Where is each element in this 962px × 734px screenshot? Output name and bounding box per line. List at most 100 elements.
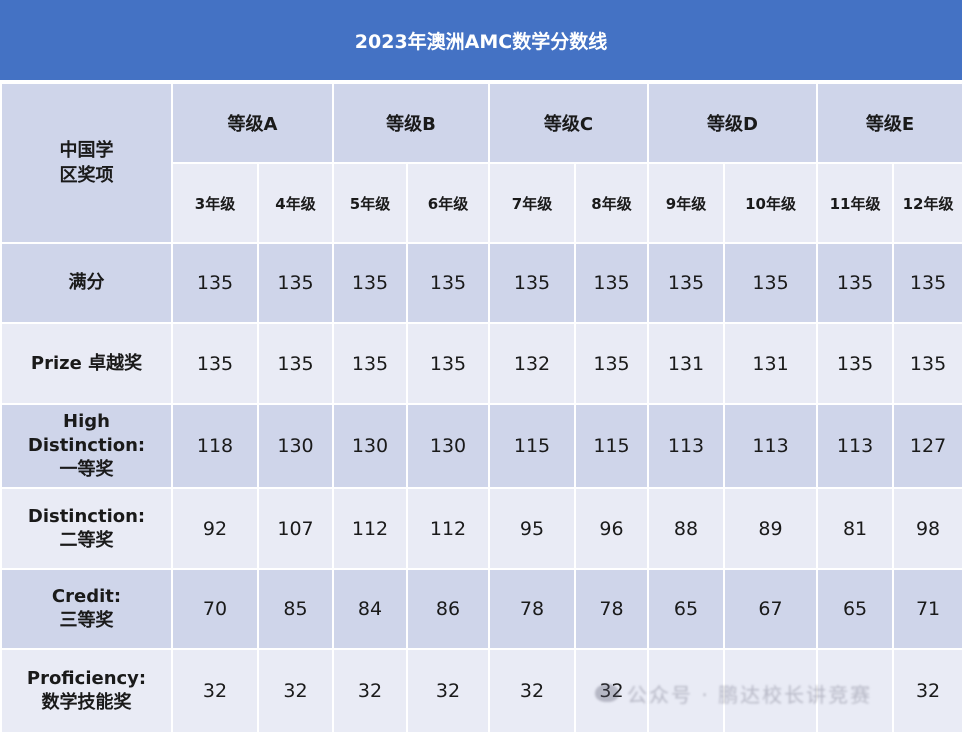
row-label-line: 二等奖 (59, 529, 114, 551)
grade-header: 12年级 (892, 162, 962, 244)
score-cell: 113 (816, 403, 895, 489)
score-cell: 135 (405, 322, 491, 405)
score-cell: 118 (171, 403, 259, 489)
corner-label-line: 中国学 (59, 140, 114, 161)
score-cell: 135 (574, 242, 650, 324)
score-cell: 132 (488, 322, 577, 405)
score-cell: 32 (332, 648, 408, 734)
score-cell: 32 (574, 648, 650, 734)
score-cell: 89 (723, 487, 819, 570)
score-cell: 135 (488, 242, 577, 324)
table-row: High Distinction: 一等奖 118 130 130 130 11… (0, 403, 962, 489)
level-header: 等级A (171, 82, 334, 164)
score-cell: 95 (488, 487, 577, 570)
score-cell: 113 (723, 403, 819, 489)
score-cell: 135 (257, 242, 334, 324)
score-cell: 135 (816, 242, 895, 324)
score-cell (723, 648, 819, 734)
row-label-line: 三等奖 (59, 610, 114, 631)
level-header: 等级D (647, 82, 819, 164)
score-cell: 85 (257, 568, 334, 650)
level-header: 等级B (331, 82, 491, 164)
row-label: 满分 (0, 242, 173, 324)
row-label-line: High (63, 411, 110, 432)
score-cell: 78 (574, 568, 650, 650)
score-cell: 135 (332, 242, 408, 324)
score-cell: 130 (405, 403, 491, 489)
table-row: 满分 135 135 135 135 135 135 135 135 135 1… (0, 242, 962, 324)
score-cell: 130 (257, 403, 334, 489)
row-label-line: 一等奖 (59, 459, 114, 480)
grade-header: 10年级 (723, 162, 819, 244)
grade-header: 7年级 (488, 162, 577, 244)
score-cell: 131 (723, 322, 819, 405)
row-label-line: 满分 (68, 272, 105, 293)
grade-header: 3年级 (171, 162, 259, 244)
grade-header: 9年级 (647, 162, 726, 244)
level-header: 等级E (816, 82, 962, 164)
row-label-line: Distinction: (27, 505, 146, 527)
row-label-line: Credit: (51, 586, 122, 607)
score-cell: 135 (405, 242, 491, 324)
grade-header-row: 3年级 4年级 5年级 6年级 7年级 8年级 9年级 10年级 11年级 12… (1, 162, 962, 244)
grade-header: 5年级 (332, 162, 408, 244)
table-row: Proficiency: 数学技能奖 32 32 32 32 32 32 32 (0, 648, 962, 734)
grade-header: 4年级 (257, 162, 334, 244)
score-cell: 92 (171, 487, 259, 570)
row-label: Prize 卓越奖 (0, 322, 173, 405)
score-cell: 115 (488, 403, 577, 489)
score-cell: 135 (171, 242, 259, 324)
score-cell: 131 (647, 322, 726, 405)
score-cell: 130 (332, 403, 408, 489)
score-cell: 86 (405, 568, 491, 650)
score-cell (816, 648, 895, 734)
score-cell: 112 (332, 487, 408, 570)
score-cell: 96 (574, 487, 650, 570)
row-label-line: Distinction: (27, 435, 146, 456)
score-cell: 112 (405, 487, 491, 570)
table-row: Prize 卓越奖 135 135 135 135 132 135 131 13… (0, 322, 962, 405)
grade-header: 6年级 (405, 162, 491, 244)
table-row: Distinction: 二等奖 92 107 112 112 95 96 88… (0, 487, 962, 570)
score-cell: 135 (257, 322, 334, 405)
score-cell: 135 (332, 322, 408, 405)
table-title: 2023年澳洲AMC数学分数线 (0, 0, 962, 82)
score-cell: 32 (171, 648, 259, 734)
level-header: 等级C (488, 82, 650, 164)
score-cell: 135 (171, 322, 259, 405)
score-cell: 127 (892, 403, 962, 489)
score-cell: 71 (892, 568, 962, 650)
row-label: Credit: 三等奖 (0, 568, 173, 650)
score-cell: 113 (647, 403, 726, 489)
score-cell: 78 (488, 568, 577, 650)
score-cell: 88 (647, 487, 726, 570)
score-cell: 107 (257, 487, 334, 570)
score-cell: 32 (257, 648, 334, 734)
corner-header: 中国学 区奖项 (0, 82, 173, 244)
score-cell: 135 (647, 242, 726, 324)
score-cell: 81 (816, 487, 895, 570)
grade-header: 11年级 (816, 162, 895, 244)
score-cell: 32 (405, 648, 491, 734)
score-cell: 65 (647, 568, 726, 650)
score-cell: 32 (488, 648, 577, 734)
score-cell: 98 (892, 487, 962, 570)
row-label: High Distinction: 一等奖 (0, 403, 173, 489)
score-cell: 135 (723, 242, 819, 324)
score-cell: 135 (574, 322, 650, 405)
row-label-line: Proficiency: (26, 668, 147, 689)
row-label: Distinction: 二等奖 (0, 487, 173, 570)
corner-label-line: 区奖项 (59, 165, 114, 186)
score-cell: 67 (723, 568, 819, 650)
score-cell: 70 (171, 568, 259, 650)
row-label: Proficiency: 数学技能奖 (0, 648, 173, 734)
row-label-line: Prize 卓越奖 (30, 352, 143, 374)
score-cell: 32 (892, 648, 962, 734)
score-cell (647, 648, 726, 734)
level-header-row: 中国学 区奖项 等级A 等级B 等级C 等级D 等级E (0, 82, 962, 244)
grade-header: 8年级 (574, 162, 650, 244)
table-row: Credit: 三等奖 70 85 84 86 78 78 65 67 65 7… (0, 568, 962, 650)
score-cell: 65 (816, 568, 895, 650)
score-cell: 135 (892, 322, 962, 405)
